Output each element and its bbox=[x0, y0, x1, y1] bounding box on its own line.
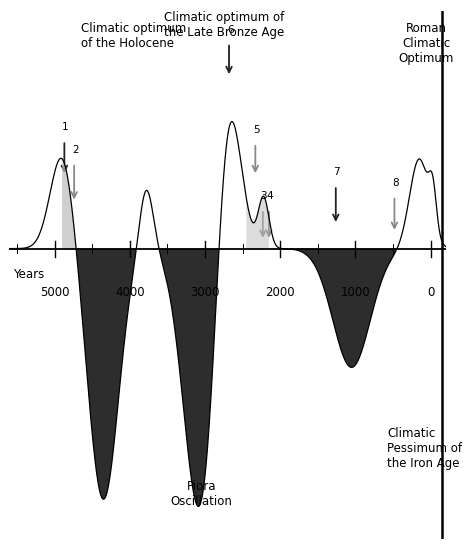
Text: 5: 5 bbox=[253, 125, 260, 135]
Text: Roman
Climatic
Optimum: Roman Climatic Optimum bbox=[398, 21, 454, 64]
Text: 2: 2 bbox=[72, 145, 79, 155]
Text: Climatic optimum
of the Holocene: Climatic optimum of the Holocene bbox=[81, 21, 186, 50]
Text: 7: 7 bbox=[334, 167, 340, 177]
Text: 1: 1 bbox=[62, 123, 69, 133]
Text: 4: 4 bbox=[266, 191, 273, 201]
Text: 8: 8 bbox=[392, 178, 399, 188]
Text: 4000: 4000 bbox=[115, 285, 145, 299]
Text: 5000: 5000 bbox=[40, 285, 69, 299]
Text: 2000: 2000 bbox=[265, 285, 295, 299]
Text: 0: 0 bbox=[427, 285, 434, 299]
Text: Years: Years bbox=[13, 268, 45, 282]
Text: Climatic optimum of
the Late Bronze Age: Climatic optimum of the Late Bronze Age bbox=[164, 11, 284, 39]
Text: Climatic
Pessimum of
the Iron Age: Climatic Pessimum of the Iron Age bbox=[387, 427, 462, 470]
Text: 1000: 1000 bbox=[340, 285, 370, 299]
Text: 3: 3 bbox=[261, 191, 267, 201]
Text: 3000: 3000 bbox=[190, 285, 220, 299]
Text: Piora
Oscillation: Piora Oscillation bbox=[170, 480, 232, 508]
Text: 6: 6 bbox=[227, 25, 233, 35]
